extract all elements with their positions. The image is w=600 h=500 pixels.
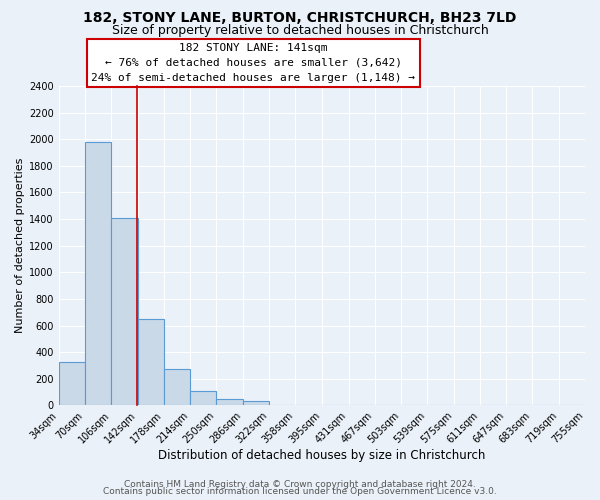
Bar bbox=[59, 362, 85, 406]
Bar bbox=[137, 319, 164, 406]
Text: 182 STONY LANE: 141sqm
← 76% of detached houses are smaller (3,642)
24% of semi-: 182 STONY LANE: 141sqm ← 76% of detached… bbox=[91, 43, 415, 83]
Bar bbox=[243, 402, 269, 406]
Text: Contains public sector information licensed under the Open Government Licence v3: Contains public sector information licen… bbox=[103, 487, 497, 496]
Text: 182, STONY LANE, BURTON, CHRISTCHURCH, BH23 7LD: 182, STONY LANE, BURTON, CHRISTCHURCH, B… bbox=[83, 11, 517, 25]
Bar bbox=[190, 392, 217, 406]
Text: Contains HM Land Registry data © Crown copyright and database right 2024.: Contains HM Land Registry data © Crown c… bbox=[124, 480, 476, 489]
Bar bbox=[164, 369, 190, 406]
Bar bbox=[85, 142, 112, 406]
Bar bbox=[217, 400, 243, 406]
Y-axis label: Number of detached properties: Number of detached properties bbox=[15, 158, 25, 334]
Bar bbox=[112, 218, 137, 406]
X-axis label: Distribution of detached houses by size in Christchurch: Distribution of detached houses by size … bbox=[158, 450, 485, 462]
Text: Size of property relative to detached houses in Christchurch: Size of property relative to detached ho… bbox=[112, 24, 488, 37]
